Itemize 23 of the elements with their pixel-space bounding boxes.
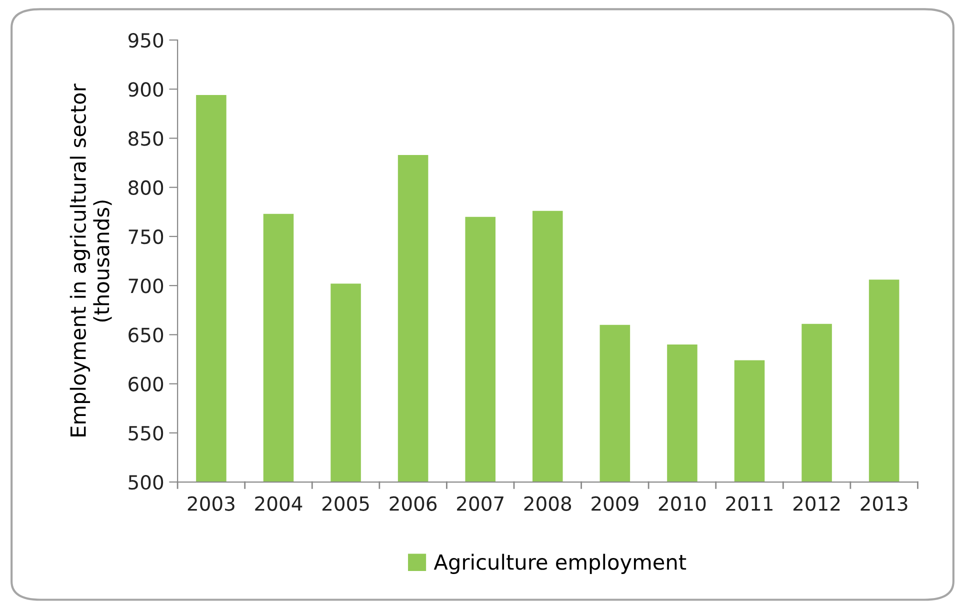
y-tick-label: 750 — [128, 229, 164, 244]
x-tick-label: 2006 — [390, 496, 437, 511]
x-tick-label: 2007 — [457, 496, 504, 511]
x-tick-label: 2003 — [188, 496, 234, 511]
x-tick-label: 2009 — [592, 496, 638, 511]
y-tick-label: 500 — [128, 474, 164, 490]
legend-label: Agriculture employment — [434, 554, 686, 574]
y-tick-label: 900 — [128, 82, 164, 97]
x-tick-label: 2004 — [255, 496, 302, 511]
x-tick-label: 2005 — [322, 496, 369, 511]
x-tick-label: 2008 — [524, 496, 572, 511]
x-tick-label: 2013 — [860, 496, 908, 511]
y-tick-label: 800 — [128, 180, 164, 196]
x-tick-label: 2012 — [793, 496, 840, 511]
y-tick-label: 550 — [128, 426, 164, 441]
y-tick-label: 850 — [128, 131, 164, 146]
y-axis-title: Employment in agricultural sector (thousands) — [70, 84, 112, 436]
x-tick-label: 2010 — [658, 496, 706, 511]
y-tick-label: 600 — [128, 376, 164, 392]
x-tick-label: 2011 — [726, 496, 772, 511]
y-tick-label: 950 — [128, 32, 164, 48]
y-tick-label: 700 — [128, 278, 164, 294]
y-tick-label: 650 — [128, 328, 164, 342]
